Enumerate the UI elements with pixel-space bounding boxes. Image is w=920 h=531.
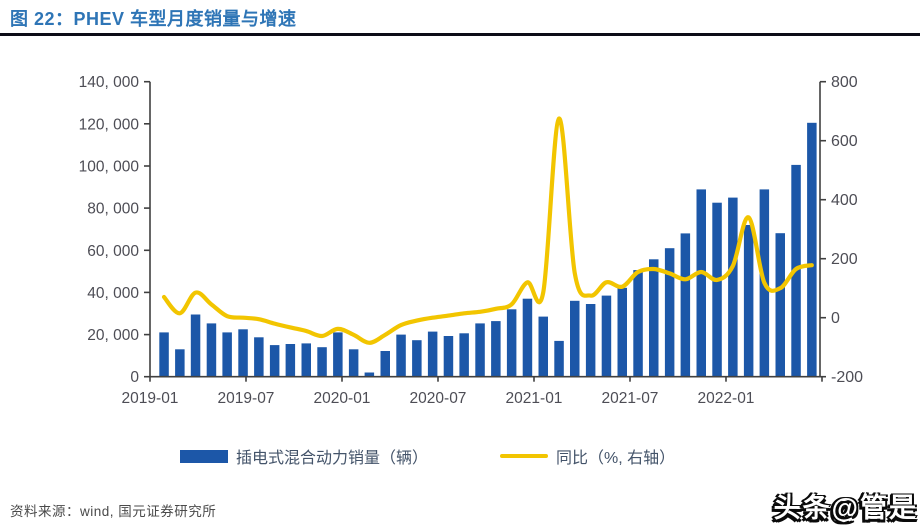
sales-bar — [538, 316, 548, 377]
watermark: 头条@管是 — [773, 493, 918, 523]
sales-bar — [728, 197, 738, 377]
sales-bar — [333, 332, 343, 377]
left-axis-tick-label: 120, 000 — [79, 116, 140, 133]
left-axis-tick-label: 0 — [130, 369, 139, 386]
left-axis-tick-label: 100, 000 — [79, 159, 140, 176]
yoy-legend-label: 同比（%, 右轴） — [556, 450, 676, 467]
sales-bar — [175, 349, 185, 377]
sales-bar — [301, 343, 311, 377]
legend-item-sales: 插电式混合动力销量（辆） — [180, 444, 428, 468]
sales-bar — [712, 202, 722, 377]
sales-bar — [396, 334, 406, 377]
x-axis-tick-label: 2019-07 — [218, 390, 275, 407]
legend-item-yoy: 同比（%, 右轴） — [500, 444, 675, 468]
right-axis-tick-label: 800 — [831, 74, 858, 91]
sales-bar — [206, 323, 217, 377]
x-axis-tick-label: 2020-01 — [314, 390, 371, 407]
chart-title: 图 22：PHEV 车型月度销量与增速 — [10, 9, 297, 29]
sales-legend-label: 插电式混合动力销量（辆） — [236, 450, 429, 467]
sales-bar — [317, 347, 327, 377]
sales-bar — [491, 321, 501, 377]
sales-bar — [680, 233, 691, 377]
sales-bar — [427, 331, 438, 377]
sales-bar — [364, 372, 375, 377]
left-axis-tick-label: 40, 000 — [87, 285, 139, 302]
sales-bar — [380, 351, 390, 377]
sales-bar — [570, 300, 580, 377]
sales-bar — [459, 333, 469, 377]
sales-bar — [254, 337, 264, 377]
left-axis-tick-label: 140, 000 — [79, 74, 140, 91]
sales-bar — [475, 323, 485, 377]
right-axis-tick-label: 400 — [831, 192, 858, 209]
sales-legend-swatch — [180, 449, 228, 463]
x-axis-tick-label: 2021-07 — [602, 390, 659, 407]
sales-bar — [775, 233, 785, 377]
sales-bar — [412, 340, 422, 377]
x-axis-tick-label: 2022-01 — [698, 390, 755, 407]
sales-bar — [506, 309, 517, 377]
sales-bar — [617, 287, 627, 377]
footer-source: 资料来源：wind, 国元证券研究所 — [10, 504, 217, 519]
sales-bar — [190, 314, 201, 377]
sales-bar — [807, 122, 817, 377]
sales-bar — [554, 340, 564, 377]
right-axis-tick-label: 200 — [831, 251, 858, 268]
sales-bar — [443, 336, 454, 377]
x-axis-tick-label: 2021-01 — [506, 390, 563, 407]
sales-bar — [633, 270, 643, 377]
sales-bar — [664, 248, 675, 377]
header: 图 22：PHEV 车型月度销量与增速 — [10, 5, 297, 31]
yoy-legend-swatch — [500, 454, 548, 458]
yoy-line — [161, 116, 814, 345]
sales-bar — [285, 344, 296, 377]
sales-bar — [601, 295, 612, 377]
sales-bar — [743, 225, 754, 377]
left-axis-tick-label: 20, 000 — [87, 327, 139, 344]
right-axis-tick-label: 0 — [831, 310, 840, 327]
right-axis-tick-label: 600 — [831, 133, 858, 150]
right-axis-tick-label: -200 — [831, 369, 863, 386]
x-axis-tick-label: 2020-07 — [410, 390, 467, 407]
title-divider — [0, 33, 920, 36]
sales-bar — [222, 332, 232, 377]
sales-bar — [348, 349, 359, 377]
sales-bar — [159, 332, 169, 377]
sales-bar — [649, 259, 659, 377]
left-axis-tick-label: 80, 000 — [87, 201, 139, 218]
sales-bar — [585, 304, 596, 377]
sales-bar — [522, 298, 533, 377]
sales-bar — [696, 189, 706, 377]
x-axis-tick-label: 2019-01 — [122, 390, 179, 407]
left-axis-tick-label: 60, 000 — [87, 243, 139, 260]
sales-bar — [269, 345, 280, 377]
sales-bar — [238, 329, 248, 377]
